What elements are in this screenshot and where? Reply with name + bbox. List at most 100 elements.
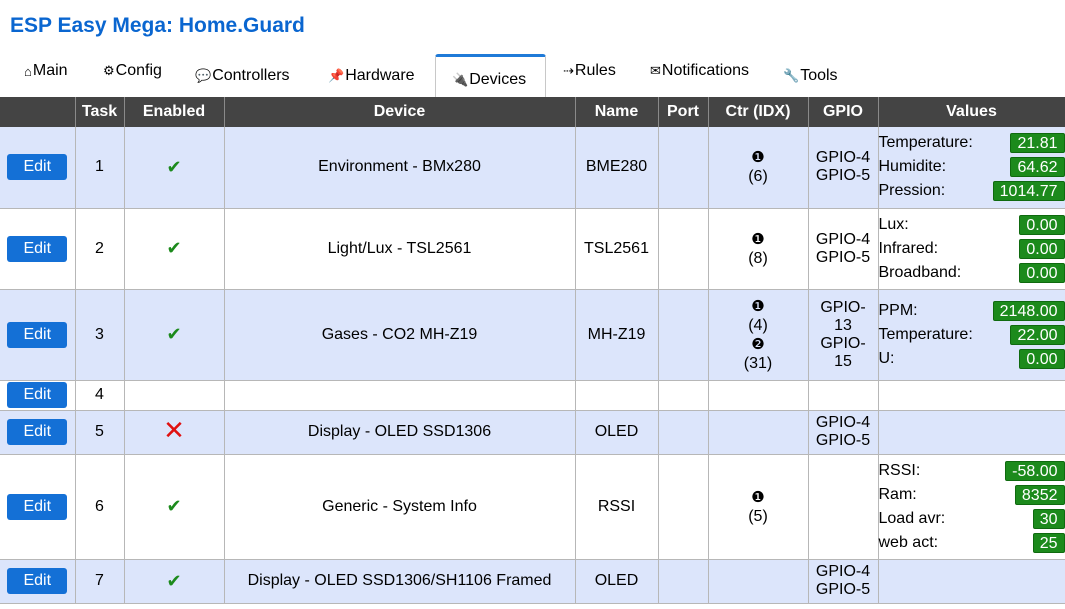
device-type: Light/Lux - TSL2561: [224, 208, 576, 290]
tab-main[interactable]: ⌂ Main: [24, 62, 68, 80]
device-name: OLED: [575, 559, 659, 604]
controller-idx: [708, 410, 809, 455]
gpio-pin: GPIO-5: [815, 432, 871, 449]
pushpin-icon: 📌: [328, 68, 345, 83]
controller-1-icon: ❶: [751, 488, 765, 506]
controller-1-icon: ❶: [751, 149, 765, 167]
task-number: 7: [75, 559, 125, 604]
tab-controllers[interactable]: 💬 Controllers: [195, 67, 290, 85]
edit-button[interactable]: Edit: [7, 382, 68, 408]
value-name: Temperature:: [878, 134, 973, 152]
gpio-cell: GPIO- 13 GPIO- 15: [808, 289, 879, 381]
checkmark-icon: ✔: [166, 324, 182, 344]
controller-idx: ❶ (5): [708, 454, 809, 560]
controller-idx: [708, 559, 809, 604]
tab-label: Controllers: [212, 67, 290, 84]
table-row: Edit 3 ✔ Gases - CO2 MH-Z19 MH-Z19 ❶ (4)…: [0, 289, 1065, 381]
edit-button[interactable]: Edit: [7, 154, 68, 181]
task-number: 4: [75, 380, 125, 411]
speech-bubble-icon: 💬: [195, 68, 212, 83]
value-badge: -58.00: [1005, 460, 1065, 481]
gpio-pin: GPIO-4: [815, 149, 871, 167]
tab-hardware[interactable]: 📌 Hardware: [328, 67, 415, 85]
edit-button[interactable]: Edit: [7, 235, 68, 262]
controller-1-icon: ❶: [751, 230, 765, 248]
edit-button[interactable]: Edit: [7, 568, 68, 594]
column-header-values: Values: [878, 97, 1065, 127]
idx-value: (4): [748, 316, 768, 334]
port-cell: [658, 559, 709, 604]
value-name: Temperature:: [878, 325, 973, 343]
envelope-icon: ✉: [650, 63, 661, 78]
values-cell: Lux: 0.00 Infrared: 0.00 Broadband: 0.00: [878, 208, 1065, 290]
edit-button[interactable]: Edit: [7, 321, 68, 348]
value-name: Infrared:: [878, 239, 939, 257]
value-badge: 22.00: [1010, 324, 1065, 345]
task-number: 5: [75, 410, 125, 455]
value-name: web act:: [878, 533, 939, 551]
column-header-device: Device: [224, 97, 576, 127]
tab-label: Rules: [574, 62, 616, 79]
value-row: Temperature: 22.00: [879, 323, 1065, 347]
checkmark-icon: ✔: [166, 156, 182, 177]
value-badge: 2148.00: [992, 300, 1065, 321]
tab-tools[interactable]: 🔧 Tools: [783, 67, 838, 85]
tab-rules[interactable]: ⇢ Rules: [563, 62, 616, 80]
idx-value: (31): [743, 354, 773, 372]
tab-label: Hardware: [345, 67, 415, 84]
value-badge: 64.62: [1010, 157, 1065, 178]
value-row: Ram: 8352: [879, 483, 1065, 507]
value-name: Humidite:: [878, 158, 947, 176]
device-name: MH-Z19: [575, 289, 659, 381]
value-badge: 8352: [1014, 484, 1065, 505]
tab-label: Main: [32, 62, 68, 79]
device-name: RSSI: [575, 454, 659, 560]
value-badge: 1014.77: [992, 181, 1065, 202]
device-type: Display - OLED SSD1306: [224, 410, 576, 455]
tab-devices[interactable]: 🔌 Devices: [435, 54, 546, 98]
table-row: Edit 6 ✔ Generic - System Info RSSI ❶ (5…: [0, 454, 1065, 560]
task-number: 1: [75, 127, 125, 209]
value-row: Load avr: 30: [879, 507, 1065, 531]
device-type: Generic - System Info: [224, 454, 576, 560]
idx-value: (8): [748, 249, 768, 267]
values-cell: Temperature: 21.81 Humidite: 64.62 Pressio…: [878, 127, 1065, 209]
gpio-pin: GPIO-5: [815, 248, 871, 266]
table-row: Edit 5 ✕ Display - OLED SSD1306 OLED GPI…: [0, 410, 1065, 455]
value-badge: 0.00: [1019, 262, 1065, 283]
controller-idx: ❶ (8): [708, 208, 809, 290]
device-name: OLED: [575, 410, 659, 455]
home-icon: ⌂: [24, 63, 32, 79]
value-row: Broadband: 0.00: [879, 261, 1065, 285]
page-title: ESP Easy Mega: Home.Guard: [10, 14, 305, 37]
column-header-name: Name: [575, 97, 659, 127]
wrench-icon: 🔧: [783, 68, 800, 83]
controller-idx: ❶ (4) ❷ (31): [708, 289, 809, 381]
gpio-pin: GPIO-5: [815, 581, 871, 598]
tab-label: Notifications: [661, 62, 750, 79]
device-type: Gases - CO2 MH-Z19: [224, 289, 576, 381]
value-badge: 25: [1032, 532, 1065, 553]
value-row: RSSI: -58.00: [879, 459, 1065, 483]
gear-icon: ⚙: [103, 63, 115, 78]
port-cell: [658, 454, 709, 560]
edit-button[interactable]: Edit: [7, 493, 68, 520]
value-badge: 0.00: [1019, 348, 1065, 369]
tab-notifications[interactable]: ✉ Notifications: [650, 62, 749, 80]
value-row: U: 0.00: [879, 347, 1065, 371]
tab-config[interactable]: ⚙ Config: [103, 62, 162, 80]
edit-button[interactable]: Edit: [7, 419, 68, 445]
controller-idx: ❶ (6): [708, 127, 809, 209]
plug-icon: 🔌: [452, 71, 469, 87]
gpio-pin: GPIO-4: [815, 563, 871, 580]
device-type: Display - OLED SSD1306/SH1106 Framed: [224, 559, 576, 604]
value-row: Temperature: 21.81: [879, 131, 1065, 155]
controller-1-icon: ❶: [751, 297, 765, 315]
table-row: Edit 4: [0, 380, 1065, 411]
port-cell: [658, 127, 709, 209]
gpio-pin: GPIO-: [820, 334, 866, 352]
tab-bar: ⌂ Main ⚙ Config 💬 Controllers 📌 Hardware 🔌 De…: [0, 54, 1065, 98]
value-row: PPM: 2148.00: [879, 299, 1065, 323]
column-header-port: Port: [658, 97, 709, 127]
gpio-pin: GPIO-4: [815, 230, 871, 248]
